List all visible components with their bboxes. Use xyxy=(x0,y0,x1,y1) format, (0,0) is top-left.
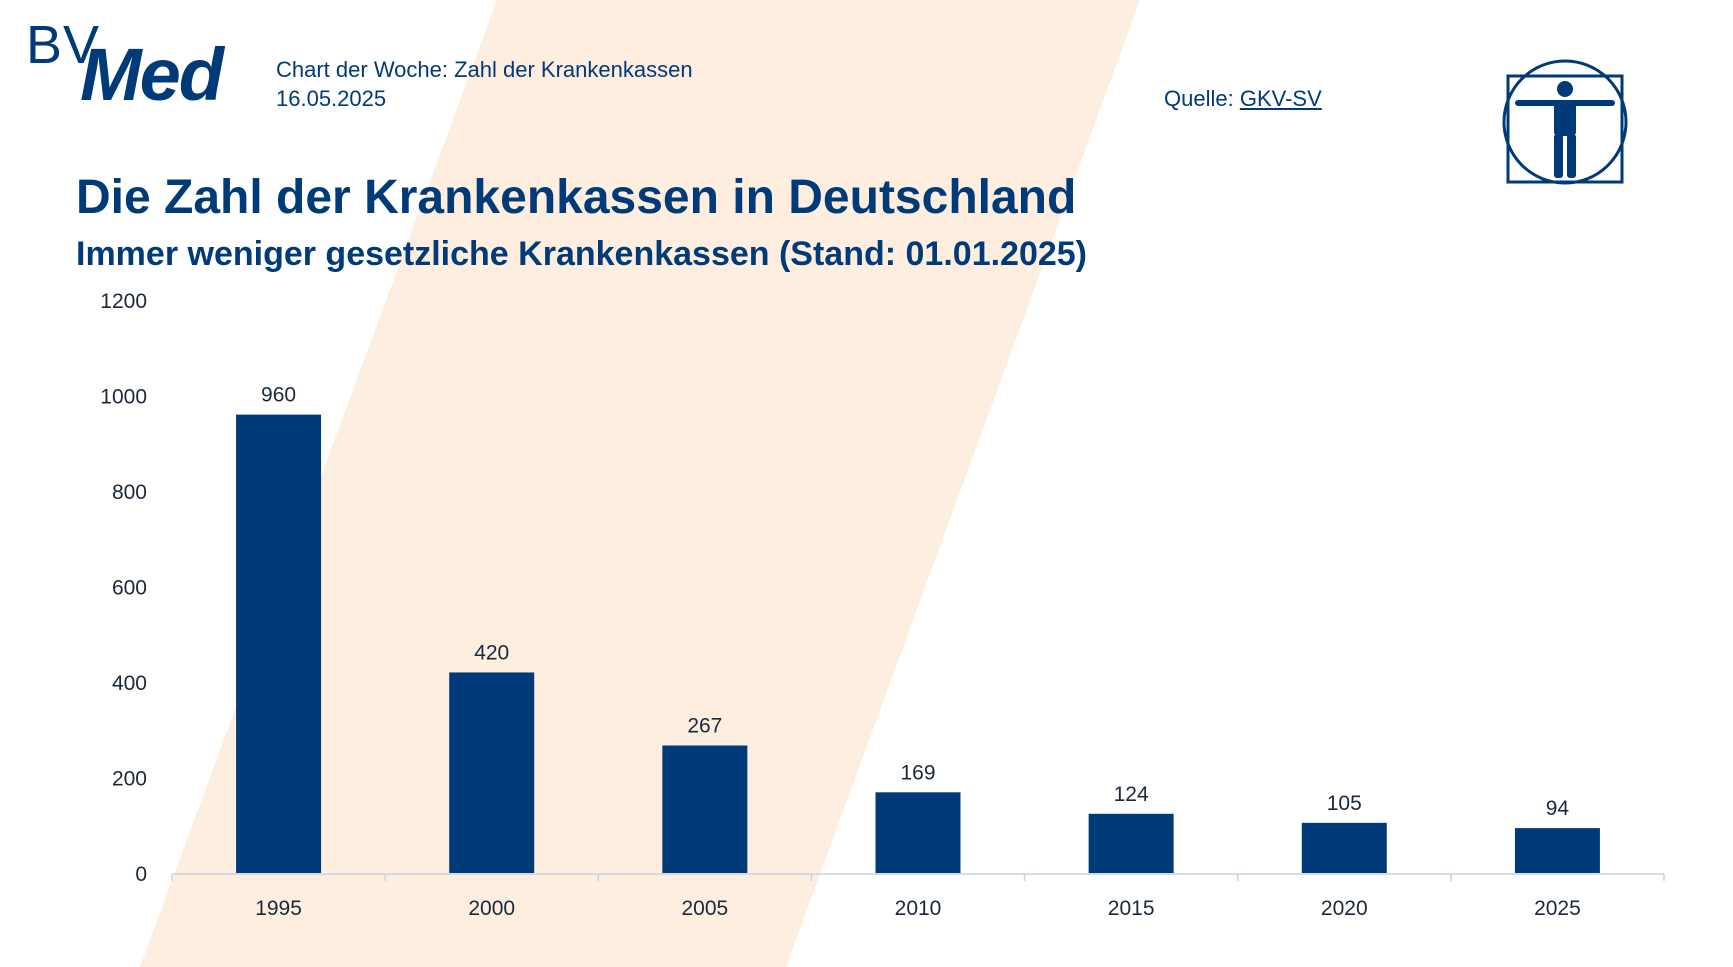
y-tick-label: 1200 xyxy=(100,290,147,313)
source-prefix: Quelle: xyxy=(1164,86,1240,111)
logo-bv: BV xyxy=(26,15,101,75)
x-tick-label: 2020 xyxy=(1321,897,1368,920)
data-label: 267 xyxy=(687,715,722,738)
y-tick-label: 200 xyxy=(112,768,147,791)
y-tick-label: 400 xyxy=(112,672,147,695)
data-label: 960 xyxy=(261,384,296,407)
x-tick-label: 2025 xyxy=(1534,897,1581,920)
vitruvian-man-icon xyxy=(1502,59,1628,185)
bar xyxy=(662,745,748,873)
chart-of-week-label: Chart der Woche: Zahl der Krankenkassen xyxy=(276,57,693,82)
bar xyxy=(1514,828,1600,873)
data-label: 124 xyxy=(1114,783,1149,806)
data-label: 94 xyxy=(1546,797,1570,820)
x-tick-label: 2005 xyxy=(681,897,728,920)
data-label: 169 xyxy=(900,761,935,784)
x-tick-label: 1995 xyxy=(255,897,302,920)
bar xyxy=(1088,813,1174,873)
data-label: 105 xyxy=(1327,792,1362,815)
chart-subtitle: Immer weniger gesetzliche Krankenkassen … xyxy=(76,235,1088,273)
x-tick-label: 2000 xyxy=(468,897,515,920)
x-tick-label: 2015 xyxy=(1108,897,1155,920)
source-line: Quelle: GKV-SV xyxy=(1164,88,1322,110)
y-tick-label: 800 xyxy=(112,481,147,504)
y-tick-label: 1000 xyxy=(100,386,147,409)
x-tick-label: 2010 xyxy=(895,897,942,920)
bar xyxy=(236,414,322,873)
source-link[interactable]: GKV-SV xyxy=(1239,86,1322,111)
y-tick-label: 600 xyxy=(112,577,147,600)
bar xyxy=(875,792,961,873)
chart-title: Die Zahl der Krankenkassen in Deutschlan… xyxy=(76,171,1077,224)
publish-date: 16.05.2025 xyxy=(276,86,387,111)
data-label: 420 xyxy=(474,641,509,664)
bar xyxy=(1301,822,1387,873)
logo-med: Med xyxy=(80,33,224,116)
y-tick-label: 0 xyxy=(135,863,147,886)
bar xyxy=(449,672,535,873)
